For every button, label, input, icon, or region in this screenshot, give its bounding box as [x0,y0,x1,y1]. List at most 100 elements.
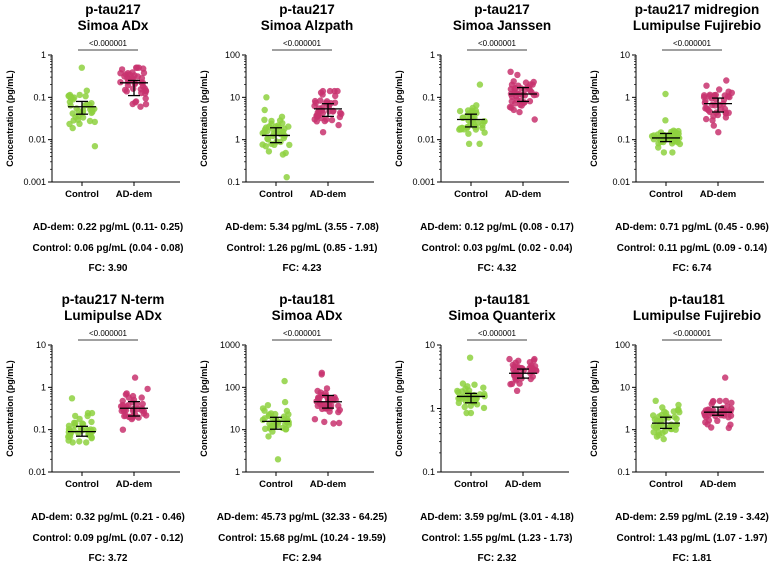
chart-subtitle: Simoa Alzpath [261,18,354,33]
control-points [648,90,684,156]
chart-panel: p-tau217 midregion Lumipulse Fujirebio 0.0… [584,0,777,289]
ad-dem-point [709,398,716,406]
ad-dem-point [723,77,730,84]
p-value-label: <0.000001 [673,39,712,48]
summary-control: Control: 15.68 pg/mL (10.24 - 19.59) [218,533,386,544]
x-category-label: AD-dem [310,189,346,200]
control-point [76,120,83,128]
ad-dem-point [142,101,150,108]
ad-dem-point [527,375,534,383]
control-point [455,399,462,407]
control-point [83,87,91,94]
control-point [259,141,266,148]
control-point [472,126,480,133]
chart-subtitle: Lumipulse Fujirebio [633,308,761,323]
control-point [88,409,96,417]
y-axis-label: Concentration (pg/mL) [5,70,15,167]
summary-control: Control: 0.06 pg/mL (0.04 - 0.08) [33,243,184,254]
ad-dem-point [313,113,320,120]
ad-dem-point [526,98,534,105]
ad-dem-point [703,82,710,89]
control-point [261,116,268,124]
control-point [265,148,273,155]
chart-subtitle: Simoa ADx [78,18,149,33]
ad-dem-point [507,85,515,93]
control-point [82,93,89,100]
control-point [281,377,288,385]
control-point [280,128,287,135]
ad-dem-point [530,78,537,86]
ad-dem-point [119,426,127,433]
control-point [676,409,683,416]
ad-dem-point [727,412,735,419]
control-point [262,425,269,432]
ad-dem-point [508,104,515,111]
y-axis-label: Concentration (pg/mL) [394,360,404,457]
ad-dem-point [709,101,716,109]
y-tick-label: 10 [230,92,240,102]
control-point [650,423,658,430]
summary-ad-dem: AD-dem: 0.22 pg/mL (0.11- 0.25) [33,222,183,233]
control-point [91,143,99,150]
control-point [275,122,282,129]
p-value-label: <0.000001 [283,39,322,48]
chart-title: p-tau217 [474,2,530,17]
control-point [466,354,474,361]
control-point [274,456,282,463]
chart-panel: p-tau181 Lumipulse Fujirebio 0.1 1 10 100 Conc… [584,290,777,579]
control-point [265,433,272,440]
x-category-label: Control [649,479,683,490]
y-tick-label: 0.001 [23,177,46,187]
ad-dem-point [138,394,145,401]
control-point [281,398,289,406]
control-point [465,117,472,124]
summary-ad-dem: AD-dem: 0.32 pg/mL (0.21 - 0.46) [31,512,185,523]
control-point [476,81,484,88]
ad-dem-point [520,99,527,106]
ad-dem-point [323,116,330,123]
ad-dem-point [131,374,139,381]
chart-subtitle: Simoa ADx [272,308,343,323]
control-point [66,98,74,106]
control-point [69,124,76,132]
control-point [88,109,95,117]
ad-dem-point [321,418,328,426]
x-category-label: Control [65,479,99,490]
control-point [69,110,76,117]
ad-dem-point [531,355,538,363]
ad-dem-point [335,419,343,427]
summary-fold-change: FC: 2.32 [478,553,517,564]
control-point [83,439,90,446]
ad-dem-point [323,385,331,392]
y-axis-label: Concentration (pg/mL) [589,360,599,457]
control-point [259,129,266,137]
chart-panel: p-tau217 Simoa ADx 0.001 0.01 0.1 1 Concentrat… [0,0,194,289]
ad-dem-point [125,394,132,401]
p-value-label: <0.000001 [478,329,517,338]
y-tick-label: 1 [625,92,630,102]
ad-dem-point [703,115,710,123]
ad-dem-point [125,413,133,421]
chart-title: p-tau181 [669,292,725,307]
x-category-label: AD-dem [505,479,541,490]
ad-dem-point [526,359,534,366]
ad-dem-point [132,99,139,106]
chart-panel: p-tau181 Simoa Quanterix 0.1 1 10 Concentrati… [389,290,583,579]
p-value-label: <0.000001 [89,329,128,338]
x-category-label: Control [65,189,99,200]
control-point [476,140,483,147]
control-point [268,140,275,147]
x-category-label: Control [649,189,683,200]
summary-ad-dem: AD-dem: 0.71 pg/mL (0.45 - 0.96) [615,222,769,233]
x-category-label: Control [259,479,293,490]
control-point [268,117,275,125]
chart-title: p-tau217 [279,2,335,17]
x-category-label: AD-dem [116,189,152,200]
summary-control: Control: 0.11 pg/mL (0.09 - 0.14) [617,243,767,254]
ad-dem-point [133,401,141,408]
summary-control: Control: 0.03 pg/mL (0.02 - 0.04) [422,243,573,254]
ad-dem-point [532,91,540,98]
